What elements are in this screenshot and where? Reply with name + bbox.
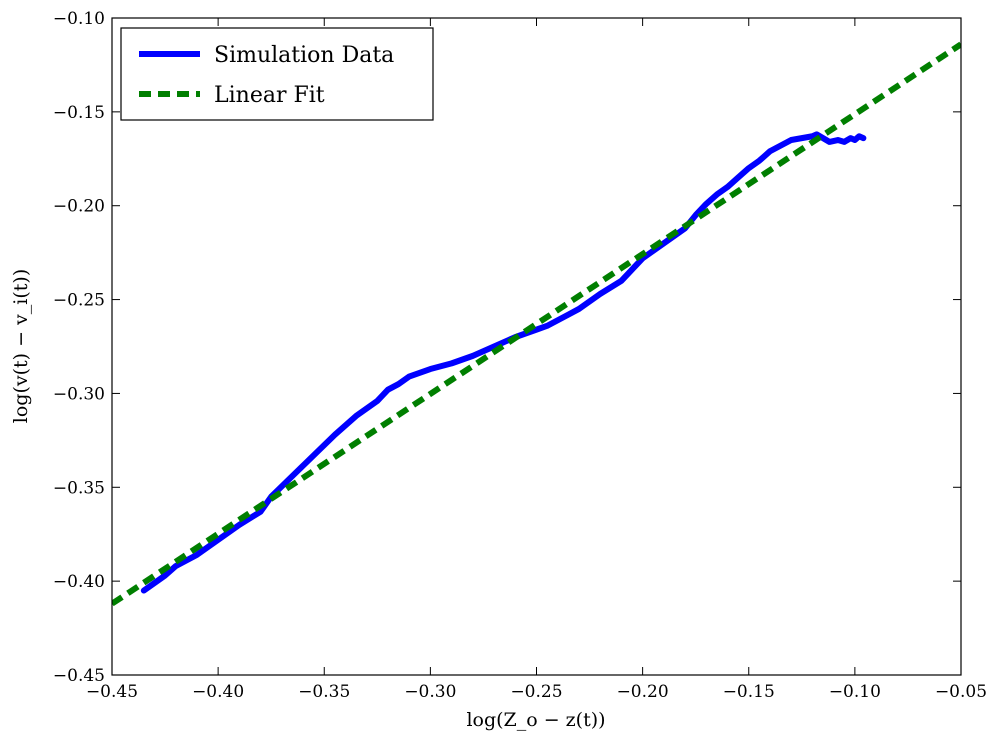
y-axis-label: log(v(t) − v_i(t)): [10, 269, 32, 423]
plot-area: [112, 18, 961, 675]
x-tick-label: −0.10: [829, 682, 881, 702]
x-tick-label: −0.20: [617, 682, 669, 702]
y-axis: −0.45 −0.40 −0.35 −0.30 −0.25 −0.20 −0.15 −0.10: [53, 9, 961, 686]
x-tick-label: −0.25: [510, 682, 562, 702]
legend-label-linear-fit: Linear Fit: [214, 83, 325, 108]
series-layer: [112, 41, 961, 607]
y-tick-label: −0.45: [53, 666, 105, 686]
x-tick-label: −0.15: [723, 682, 775, 702]
series-line-linear-fit: [112, 41, 961, 607]
x-axis-label: log(Z_o − z(t)): [466, 709, 605, 731]
legend-label-simulation-data: Simulation Data: [214, 43, 394, 68]
x-axis: −0.45 −0.40 −0.35 −0.30 −0.25 −0.20 −0.15 −0.10…: [86, 18, 987, 702]
x-tick-label: −0.35: [298, 682, 350, 702]
legend: Simulation Data Linear Fit: [120, 27, 434, 121]
x-tick-label: −0.30: [404, 682, 456, 702]
y-tick-label: −0.30: [53, 384, 105, 404]
x-tick-label: −0.40: [192, 682, 244, 702]
y-tick-label: −0.35: [53, 478, 105, 498]
x-tick-label: −0.45: [86, 682, 138, 702]
series-line-simulation-data: [140, 131, 867, 594]
legend-box: [120, 27, 434, 121]
y-tick-label: −0.10: [53, 9, 105, 29]
y-tick-label: −0.25: [53, 291, 105, 311]
y-tick-label: −0.15: [53, 103, 105, 123]
x-tick-label: −0.05: [935, 682, 987, 702]
y-tick-label: −0.40: [53, 572, 105, 592]
y-tick-label: −0.20: [53, 197, 105, 217]
